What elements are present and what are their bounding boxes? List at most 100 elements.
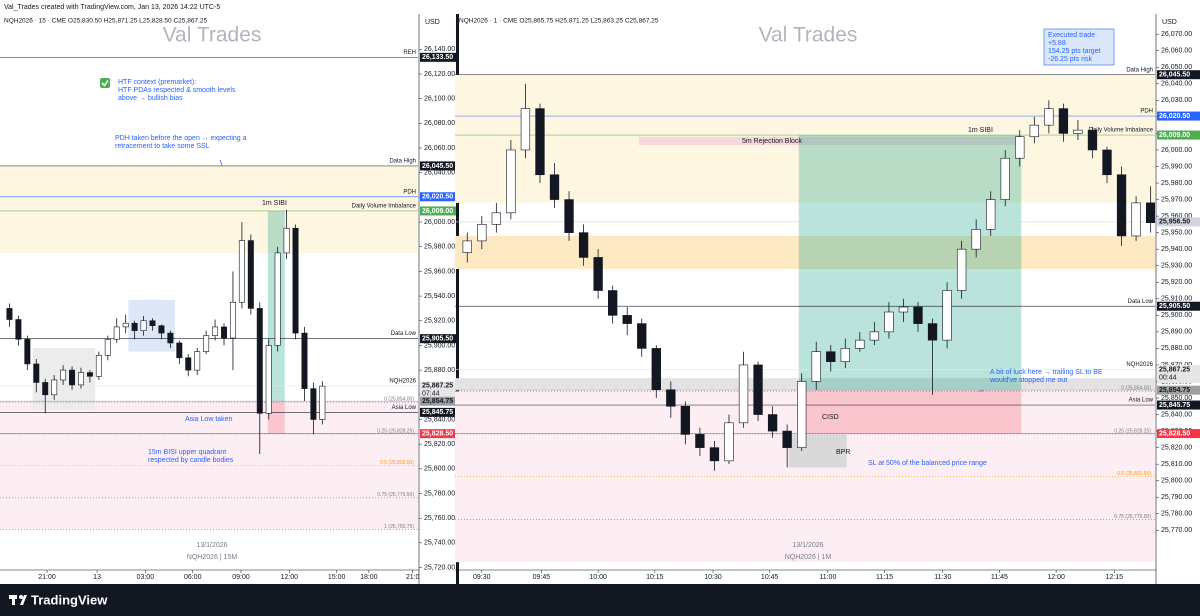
candle-body — [212, 326, 219, 336]
candle-body — [942, 290, 952, 341]
price-label: 25,867.25 — [1159, 366, 1190, 373]
candle-body — [956, 248, 967, 291]
check-box — [100, 78, 110, 88]
candle-body — [782, 430, 792, 448]
y-tick-label: 25,850.00 — [1161, 395, 1192, 402]
y-tick-label: 25,820.00 — [424, 441, 455, 448]
price-box — [420, 192, 456, 202]
candle-body — [131, 322, 138, 331]
candle-body — [797, 381, 807, 448]
y-tick-label: 25,900.00 — [424, 342, 455, 349]
candle-body — [1131, 202, 1141, 237]
chart-title: NQH2026 · 1 · CME O25,865.75 H25,871.25 … — [459, 18, 659, 25]
candle-body — [520, 108, 531, 151]
price-label: 26,020.50 — [422, 194, 453, 201]
x-tick-label: 12:00 — [281, 574, 299, 581]
candle-body — [477, 224, 487, 242]
fib-label: 0.75 (25,776.50) — [1114, 514, 1151, 520]
candle-body — [1044, 108, 1054, 126]
fib-label: 0 (25,854.00) — [1121, 386, 1151, 392]
trade-stop-zone — [798, 390, 1022, 434]
candle-body — [167, 332, 174, 344]
y-tick-label: 25,880.00 — [424, 367, 455, 374]
annotation: Executed trade — [1048, 32, 1095, 39]
price-box — [420, 334, 456, 344]
price-label: 26,133.50 — [422, 54, 453, 61]
y-tick-label: 26,140.00 — [424, 46, 455, 53]
annotation: respected by candle bodies — [148, 457, 234, 464]
fib-label: 1 (25,750.75) — [384, 524, 414, 530]
level-name: PDH — [403, 189, 416, 195]
currency: USD — [1162, 19, 1177, 26]
candle-body — [695, 434, 705, 448]
candle-body — [753, 364, 763, 415]
footer-bar — [0, 584, 1200, 616]
candle-body — [86, 372, 93, 377]
candle-body — [898, 306, 909, 313]
candle-body — [78, 372, 84, 386]
candle-body — [122, 322, 129, 328]
candle-body — [301, 332, 308, 389]
price-label: 25,905.50 — [1159, 303, 1190, 310]
candle-body — [1058, 108, 1069, 134]
fib-label: 0.5 (25,802.50) — [380, 460, 414, 466]
candle-body — [869, 331, 880, 341]
candle-body — [491, 212, 502, 225]
x-tick-label: 06:00 — [184, 574, 202, 581]
candle-body — [506, 149, 516, 214]
candle-body — [283, 227, 290, 254]
y-tick-label: 25,960.00 — [1161, 213, 1192, 220]
watermark: Val Trades — [759, 24, 858, 47]
candle-body — [221, 326, 227, 339]
zone — [638, 136, 1022, 145]
x-tick-label: 18:00 — [360, 574, 378, 581]
fib-label: 0 (25,854.00) — [384, 397, 414, 403]
y-tick-label: 26,000.00 — [424, 219, 455, 226]
y-tick-label: 25,880.00 — [1161, 345, 1192, 352]
candle-body — [319, 385, 326, 420]
candle-body — [855, 339, 865, 349]
y-tick-label: 25,920.00 — [424, 318, 455, 325]
y-tick-label: 26,120.00 — [424, 71, 455, 78]
y-tick-label: 25,840.00 — [424, 416, 455, 423]
price-box — [420, 381, 456, 400]
zone — [455, 235, 1155, 270]
annotation: above → bullish bias — [118, 95, 183, 102]
y-tick-label: 25,940.00 — [424, 293, 455, 300]
price-label: 26,009.00 — [1159, 132, 1190, 139]
fib-label: 0.75 (25,776.50) — [377, 492, 414, 498]
plot-area: 0 (25,854.00) 0.25 (25,828.25) 0.5 (25,802… — [455, 74, 1155, 563]
zone — [0, 165, 418, 253]
price-box — [420, 52, 456, 62]
trade-target-zone — [798, 135, 1022, 391]
symbol-label: NQH2026 | 15M — [187, 554, 238, 561]
y-tick-label: 25,910.00 — [1161, 296, 1192, 303]
candle-body — [622, 315, 632, 324]
x-tick-label: 09:45 — [533, 574, 551, 581]
y-tick-label: 26,040.00 — [424, 170, 455, 177]
y-tick-label: 26,000.00 — [1161, 147, 1192, 154]
price-label: 25,828.50 — [422, 431, 453, 438]
annotation: PDH taken before the open → expecting a — [115, 135, 247, 142]
candle-body — [986, 199, 996, 230]
y-tick-label: 25,960.00 — [424, 268, 455, 275]
fib-label: 0.25 (25,828.25) — [377, 428, 414, 434]
candle-body — [238, 240, 245, 303]
price-box — [420, 407, 456, 417]
candle-body — [578, 232, 589, 258]
brand-logo — [9, 595, 27, 605]
annotation: +5.88 — [1048, 40, 1066, 47]
candle-body — [535, 108, 545, 176]
countdown: 00:44 — [1159, 374, 1177, 381]
watermark: Val Trades — [163, 24, 262, 47]
y-tick-label: 25,790.00 — [1161, 494, 1192, 501]
candle-body — [256, 308, 263, 414]
x-tick-label: 10:45 — [761, 574, 779, 581]
x-tick-label: 12:15 — [1106, 574, 1124, 581]
candle-body — [60, 369, 67, 381]
candle-body — [927, 323, 938, 341]
level-name: Asia Low — [1129, 398, 1154, 404]
candle-body — [51, 379, 58, 396]
